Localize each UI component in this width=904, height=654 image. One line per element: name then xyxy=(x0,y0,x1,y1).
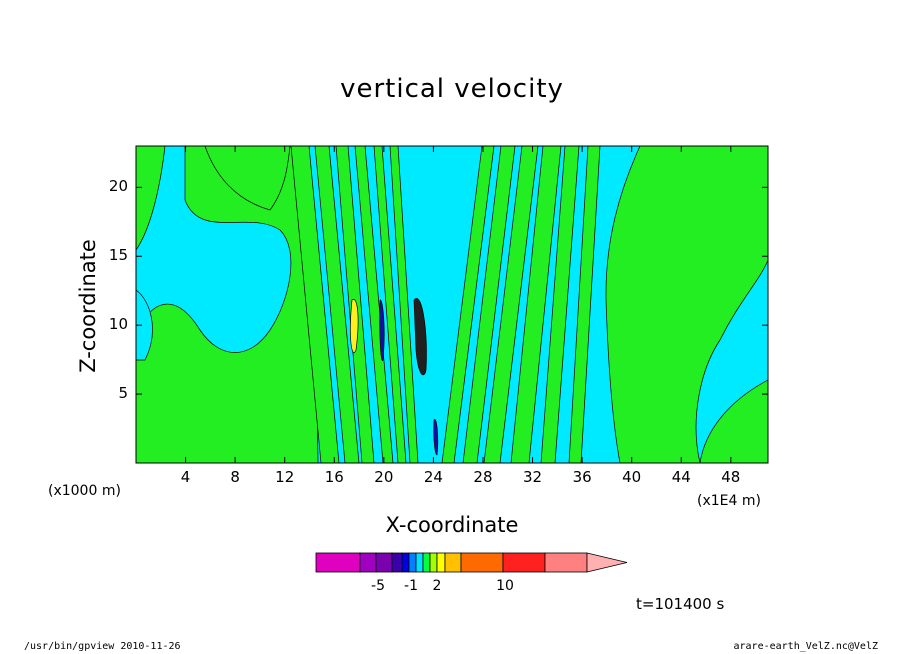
positive-streak xyxy=(441,146,495,463)
colorbar-arrow xyxy=(586,552,628,573)
positive-streak xyxy=(314,146,360,463)
y-tick-label: 10 xyxy=(108,315,128,334)
colorbar-swatch xyxy=(315,552,361,573)
plot-frame xyxy=(135,145,769,464)
strong-positive-core xyxy=(350,299,359,353)
y-tick-label: 15 xyxy=(108,246,128,265)
negative-core xyxy=(413,298,427,376)
negative-core xyxy=(433,419,439,456)
x-tick-label: 40 xyxy=(622,468,642,486)
colorbar-swatch xyxy=(401,552,410,573)
x-unit-left: (x1000 m) xyxy=(48,483,121,499)
colorbar-swatch xyxy=(544,552,588,573)
x-tick-label: 28 xyxy=(473,468,493,486)
colorbar-swatch xyxy=(408,552,417,573)
x-axis-label: X-coordinate xyxy=(385,513,519,537)
y-tick-label: 20 xyxy=(108,177,128,196)
colorbar-swatch xyxy=(415,552,424,573)
x-tick-label: 16 xyxy=(324,468,344,486)
positive-streak xyxy=(483,146,539,463)
velocity-field xyxy=(136,146,768,463)
negative-core xyxy=(379,299,385,361)
x-unit-right: (x1E4 m) xyxy=(697,493,761,509)
colorbar-swatch xyxy=(436,552,446,573)
colorbar-label: -1 xyxy=(404,578,418,594)
positive-streak xyxy=(290,146,340,463)
colorbar-swatch xyxy=(460,552,504,573)
positive-region xyxy=(136,146,166,251)
time-annotation: t=101400 s xyxy=(636,595,725,613)
colorbar-swatch xyxy=(444,552,462,573)
positive-streak xyxy=(462,146,516,463)
colorbar-swatch xyxy=(359,552,377,573)
colorbar-label: 2 xyxy=(432,578,442,594)
footer-right: arare-earth_VelZ.nc@VelZ xyxy=(733,641,879,652)
colorbar xyxy=(315,552,628,573)
y-tick-label: 5 xyxy=(118,384,128,403)
colorbar-label: 10 xyxy=(496,578,514,594)
x-tick-label: 44 xyxy=(671,468,691,486)
x-tick-label: 8 xyxy=(230,468,240,486)
positive-streak xyxy=(389,146,419,463)
x-tick-label: 36 xyxy=(572,468,592,486)
colorbar-swatch xyxy=(375,552,393,573)
positive-region xyxy=(605,146,768,463)
x-tick-label: 24 xyxy=(423,468,443,486)
x-tick-label: 12 xyxy=(275,468,295,486)
tick-marks xyxy=(136,146,768,463)
footer-left: /usr/bin/gpview 2010-11-26 xyxy=(24,641,181,652)
colorbar-label: -5 xyxy=(371,578,385,594)
x-tick-label: 32 xyxy=(523,468,543,486)
x-tick-label: 20 xyxy=(374,468,394,486)
x-tick-label: 48 xyxy=(721,468,741,486)
chart-title: vertical velocity xyxy=(340,74,564,104)
positive-streak xyxy=(354,146,394,463)
colorbar-swatch xyxy=(502,552,546,573)
colorbar-swatch xyxy=(391,552,403,573)
positive-region xyxy=(204,146,291,211)
positive-streak xyxy=(373,146,407,463)
colorbar-swatch xyxy=(422,552,431,573)
x-tick-label: 4 xyxy=(180,468,191,486)
positive-streak xyxy=(510,146,562,463)
positive-streak xyxy=(568,146,601,463)
positive-streak xyxy=(540,146,580,463)
colorbar-swatch xyxy=(429,552,438,573)
